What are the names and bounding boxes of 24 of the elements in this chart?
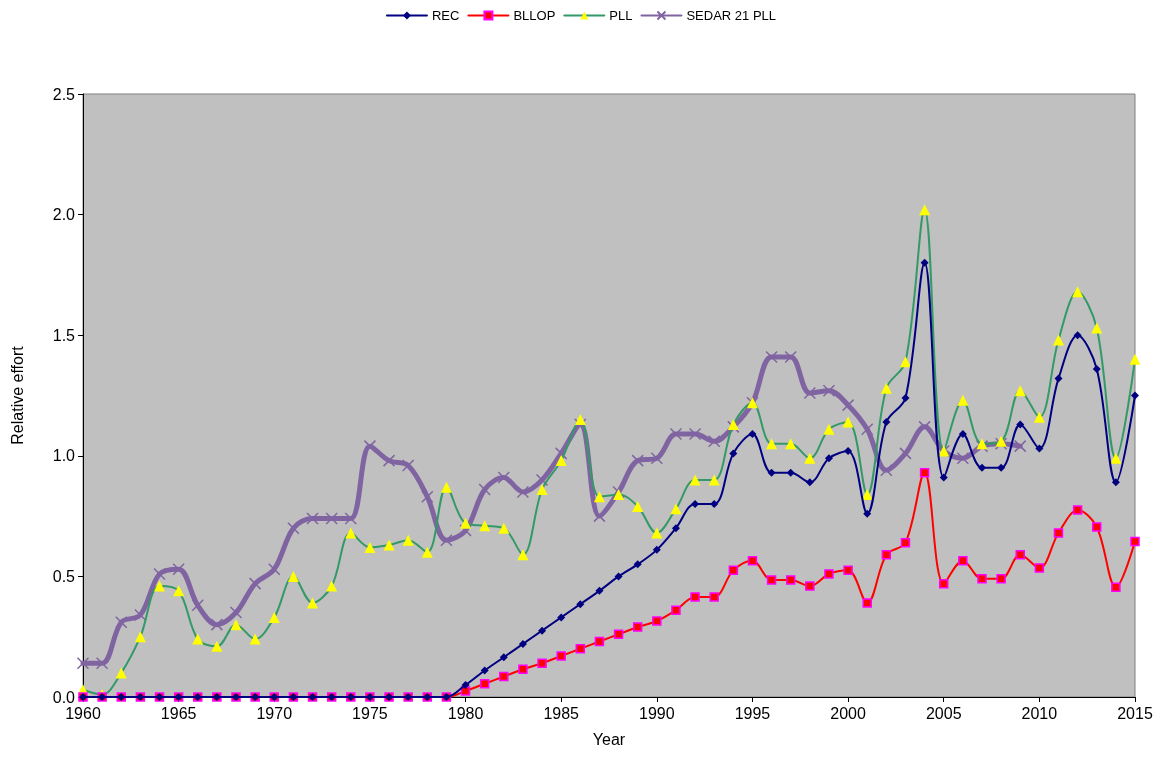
x-tick-label: 1995 bbox=[734, 704, 771, 722]
x-tick-label: 1990 bbox=[639, 704, 675, 722]
x-tick-label: 1960 bbox=[65, 704, 101, 722]
x-tick-label: 1980 bbox=[447, 704, 484, 722]
x-tick-label: 1970 bbox=[256, 704, 293, 722]
x-tick-label: 2000 bbox=[830, 704, 866, 722]
y-tick-label: 0.5 bbox=[52, 567, 76, 585]
y-tick-label: 2.0 bbox=[52, 206, 76, 224]
x-tick-label: 2005 bbox=[925, 704, 962, 722]
y-tick-label: 1.5 bbox=[52, 326, 76, 344]
y-axis-title: Relative effort bbox=[8, 345, 26, 445]
x-tick-label: 2010 bbox=[1021, 704, 1058, 722]
legend-label: SEDAR 21 PLL bbox=[686, 8, 777, 23]
y-tick-label: 0.0 bbox=[52, 688, 76, 706]
y-tick-label: 1.0 bbox=[52, 447, 76, 465]
x-tick-label: 2015 bbox=[1117, 704, 1153, 722]
x-tick-label: 1975 bbox=[352, 704, 388, 722]
y-tick-label: 2.5 bbox=[52, 85, 76, 103]
x-axis-title: Year bbox=[592, 730, 626, 748]
x-tick-label: 1985 bbox=[543, 704, 580, 722]
legend-label: BLLOP bbox=[513, 8, 556, 23]
legend-label: REC bbox=[431, 8, 460, 23]
legend-label: PLL bbox=[609, 8, 633, 23]
x-tick-label: 1965 bbox=[160, 704, 197, 722]
